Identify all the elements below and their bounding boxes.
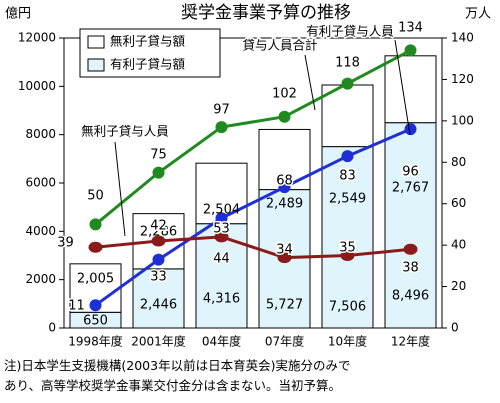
point-total-recipients: [404, 44, 417, 57]
legend-swatch-interest-free-loan: [87, 35, 105, 49]
line-interest-recipients: [94, 127, 412, 307]
right-tick-label: 80: [451, 155, 466, 169]
point-interest-free-recipients: [88, 241, 103, 253]
bar-label-interest-loan: 4,316: [203, 292, 240, 307]
leader-interest-free-recipients: [114, 141, 126, 237]
left-axis-unit: 億円: [5, 6, 31, 22]
bar-interest-loan: [132, 268, 185, 329]
category-label: 07年度: [265, 334, 304, 349]
line-label-total-recipients: 102: [272, 87, 297, 102]
line-label-total-recipients: 118: [335, 56, 360, 71]
line-interest-free-recipients: [95, 235, 411, 260]
category-label: 04年度: [202, 334, 241, 349]
chart-title: 奨学金事業予算の推移: [181, 3, 351, 23]
left-tick-label: 12000: [18, 31, 56, 45]
bar-label-interest-free-loan: 2,005: [77, 272, 114, 287]
callout-interest-free-recipients: 無利子貸与人員: [81, 124, 169, 139]
bar-interest-loan: [321, 146, 374, 329]
line-label-interest-free-recipients: 39: [57, 236, 74, 251]
left-tick-label: 6000: [25, 176, 56, 190]
category-label: 10年度: [328, 334, 367, 349]
point-total-recipients: [89, 218, 102, 231]
point-interest-recipients: [152, 253, 165, 266]
point-interest-free-recipients: [403, 243, 418, 255]
point-interest-free-recipients: [340, 250, 355, 261]
bar-label-interest-loan: 5,727: [266, 298, 303, 313]
line-label-interest-recipients: 33: [150, 270, 167, 285]
bar-label-interest-free-loan: 2,504: [203, 203, 240, 218]
line-label-interest-free-recipients: 42: [150, 219, 167, 234]
line-total-recipients: [94, 49, 412, 226]
point-interest-recipients: [341, 150, 354, 163]
line-label-interest-recipients: 83: [339, 169, 356, 184]
point-interest-recipients: [404, 123, 417, 136]
callout-interest-recipients: 有利子貸与人員: [306, 24, 394, 39]
point-total-recipients: [152, 166, 165, 179]
line-label-interest-free-recipients: 34: [276, 243, 293, 258]
leader-total-recipients: [304, 54, 316, 111]
line-label-interest-recipients: 11: [68, 299, 85, 314]
category-label: 12年度: [391, 334, 430, 349]
legend-label-interest-loan: 有利子貸与額: [110, 57, 186, 72]
right-tick-label: 100: [451, 113, 474, 127]
bar-label-interest-loan: 2,446: [140, 298, 177, 313]
right-axis-unit: 万人: [465, 7, 491, 22]
line-label-interest-recipients: 96: [402, 165, 419, 180]
right-tick-label: 140: [451, 31, 474, 45]
right-tick-label: 0: [451, 321, 459, 335]
left-tick-label: 4000: [25, 224, 56, 238]
line-label-interest-recipients: 53: [213, 222, 230, 237]
callout-total-recipients: 貸与人員合計: [242, 38, 317, 53]
bar-interest-free-loan: [321, 84, 374, 148]
right-tick-label: 120: [451, 72, 474, 86]
point-interest-free-recipients: [151, 235, 166, 247]
line-label-total-recipients: 97: [213, 103, 230, 118]
bar-interest-free-loan: [384, 55, 437, 124]
right-tick-label: 20: [451, 279, 466, 293]
point-total-recipients: [215, 121, 228, 134]
footnote-line-2: あり、高等学校奨学金事業交付金分は含まない。当初予算。: [4, 378, 342, 393]
category-label: 1998年度: [68, 334, 123, 349]
bar-label-interest-loan: 650: [83, 314, 108, 329]
line-label-total-recipients: 75: [150, 148, 167, 163]
line-label-total-recipients: 134: [398, 21, 423, 36]
bar-label-interest-free-loan: 2,767: [392, 181, 429, 196]
bar-label-interest-loan: 7,506: [329, 300, 366, 315]
point-total-recipients: [341, 77, 354, 90]
line-label-interest-free-recipients: 44: [213, 252, 230, 267]
point-interest-recipients: [215, 212, 228, 225]
legend-label-interest-free-loan: 無利子貸与額: [110, 34, 186, 49]
point-interest-free-recipients: [277, 252, 292, 264]
point-interest-recipients: [89, 299, 102, 312]
category-label: 2001年度: [131, 334, 186, 349]
left-tick-label: 10000: [18, 79, 56, 93]
point-total-recipients: [278, 110, 291, 123]
bar-label-interest-loan: 8,496: [392, 289, 429, 304]
footnote: 注)日本学生支援機構(2003年以前は日本育英会)実施分のみで あり、高等学校奨…: [4, 356, 498, 396]
left-tick-label: 8000: [25, 127, 56, 141]
line-label-interest-recipients: 68: [276, 174, 293, 189]
leader-interest-recipients: [394, 39, 411, 136]
line-label-interest-free-recipients: 35: [339, 241, 356, 256]
left-tick-label: 2000: [25, 272, 56, 286]
line-label-interest-free-recipients: 38: [402, 261, 419, 276]
bar-interest-loan: [384, 122, 437, 329]
point-interest-recipients: [278, 181, 291, 194]
right-tick-label: 40: [451, 238, 466, 252]
legend-swatch-interest-loan: [87, 58, 105, 72]
footnote-line-1: 注)日本学生支援機構(2003年以前は日本育英会)実施分のみで: [4, 358, 351, 373]
line-label-total-recipients: 50: [87, 189, 104, 204]
bar-label-interest-free-loan: 2,286: [140, 225, 177, 240]
left-tick-label: 0: [48, 321, 56, 335]
point-interest-free-recipients: [214, 231, 229, 243]
bar-label-interest-free-loan: 2,549: [329, 192, 366, 207]
bar-label-interest-free-loan: 2,489: [266, 197, 303, 212]
right-tick-label: 60: [451, 196, 466, 210]
